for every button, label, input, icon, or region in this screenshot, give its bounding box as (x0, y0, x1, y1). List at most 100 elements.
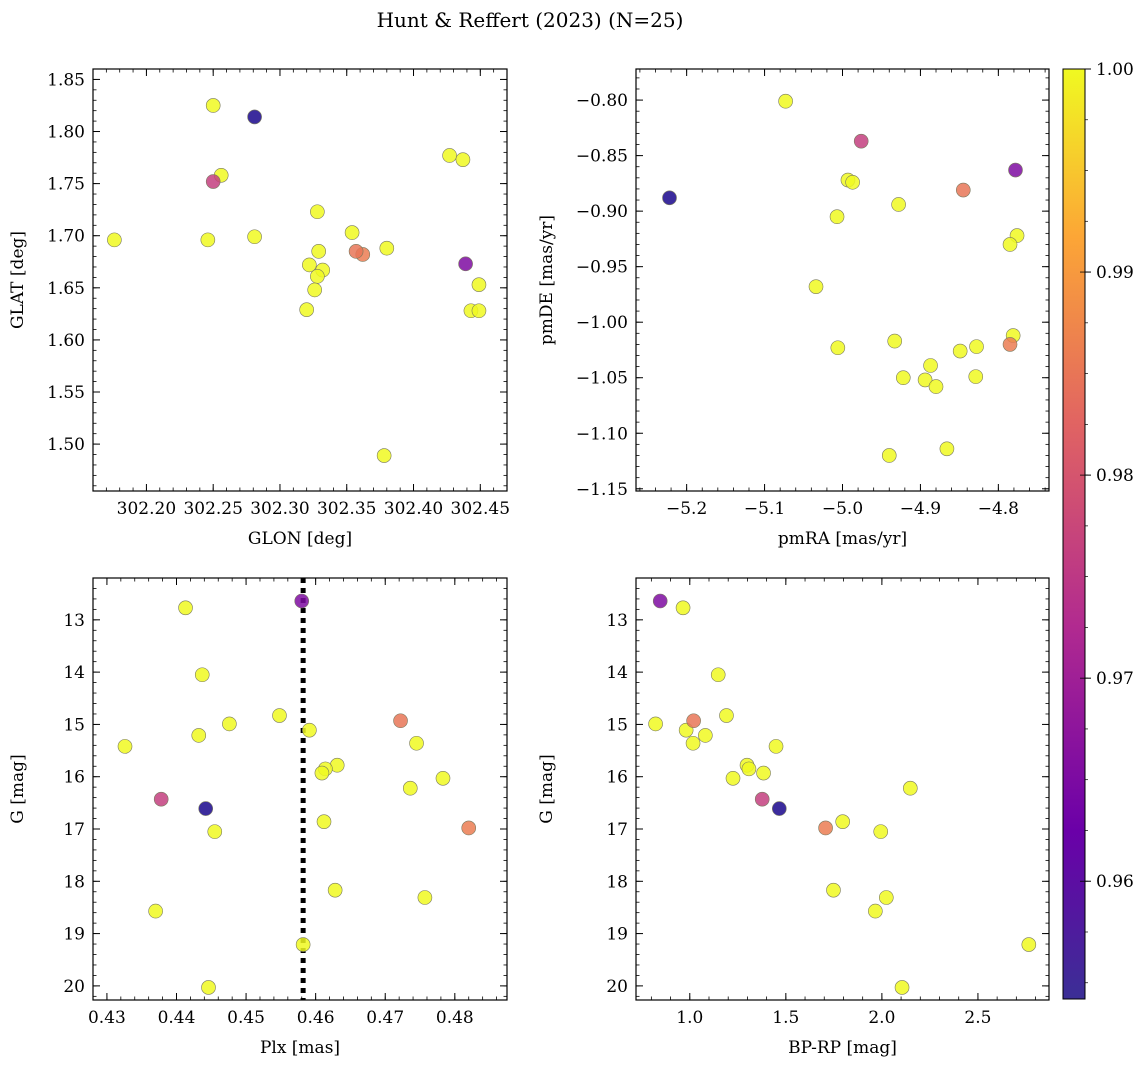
data-point (968, 369, 984, 384)
axes-frame (635, 577, 1050, 1001)
y-tick-label: −0.85 (576, 147, 628, 167)
axes-frame (92, 68, 508, 492)
data-point (939, 441, 955, 457)
data-point (818, 820, 833, 836)
data-point (835, 814, 850, 829)
y-tick-label: 16 (606, 768, 628, 788)
data-point (471, 277, 487, 292)
data-point (969, 339, 984, 354)
data-point (148, 903, 163, 919)
data-point (808, 279, 824, 294)
data-point (417, 890, 433, 905)
y-tick-label: 1.85 (47, 70, 85, 90)
data-point (178, 600, 193, 616)
data-point (294, 593, 310, 609)
y-tick-label: −1.15 (576, 480, 628, 500)
y-tick-label: 17 (63, 820, 85, 840)
data-point (903, 780, 918, 796)
y-tick-label: 20 (63, 977, 85, 997)
y-axis-label: pmDE [mas/yr] (537, 215, 557, 345)
data-point (201, 980, 216, 995)
y-tick-label: −0.80 (576, 91, 628, 111)
data-point (310, 204, 325, 220)
x-tick-label: −4.9 (900, 499, 941, 519)
data-point (409, 735, 424, 751)
data-point (881, 448, 897, 463)
data-point (955, 182, 971, 198)
axes-frame (635, 68, 1050, 492)
x-tick-label: 302.35 (317, 499, 376, 519)
data-point (117, 739, 133, 754)
data-point (768, 739, 784, 754)
colorbar-gradient (1062, 68, 1086, 1000)
data-point (772, 801, 787, 816)
y-tick-label: 13 (63, 611, 85, 631)
y-tick-label: 14 (63, 663, 85, 683)
data-point (247, 229, 262, 245)
colorbar-tick-label: 0.96 (1096, 872, 1134, 892)
y-tick-label: 1.70 (47, 227, 85, 247)
data-point (205, 174, 221, 189)
x-tick-label: 302.30 (250, 499, 309, 519)
data-point (868, 903, 883, 919)
x-tick-label: 0.43 (88, 1008, 126, 1028)
colorbar-tick-label: 0.98 (1096, 466, 1134, 486)
data-point (685, 735, 701, 751)
y-tick-label: 1.80 (47, 123, 85, 143)
data-point (205, 98, 221, 113)
data-point (1021, 937, 1037, 952)
data-point (894, 980, 910, 995)
data-point (778, 93, 793, 109)
x-tick-label: 302.25 (183, 499, 242, 519)
x-tick-label: −5.1 (744, 499, 785, 519)
data-point (311, 244, 326, 259)
colorbar: 0.96 0.97 0.98 0.99 1.00 (1062, 60, 1134, 1000)
data-point (302, 257, 317, 273)
data-point (295, 937, 311, 952)
data-point (314, 765, 330, 781)
data-point (393, 713, 408, 729)
data-point (686, 713, 701, 729)
data-point (207, 824, 223, 839)
data-point (461, 820, 477, 836)
data-point (307, 282, 322, 298)
y-tick-label: 20 (606, 977, 628, 997)
y-tick-label: 15 (63, 715, 85, 735)
data-point (873, 824, 889, 839)
figure-title: Hunt & Reffert (2023) (N=25) (377, 8, 684, 32)
data-point (200, 232, 216, 248)
data-point (853, 133, 869, 149)
x-tick-label: 0.48 (436, 1008, 474, 1028)
data-point (878, 890, 894, 905)
data-point (310, 269, 325, 284)
data-point (698, 728, 713, 743)
panel-3: 0.43 0.44 0.45 0.46 0.47 0.48 13 14 15 16 17 18 19 20… (8, 577, 508, 1058)
data-point (891, 197, 906, 212)
x-tick-label: 0.44 (158, 1008, 196, 1028)
y-tick-label: −1.05 (576, 369, 628, 389)
y-tick-label: 19 (606, 925, 628, 945)
data-point (194, 667, 210, 683)
data-point (830, 340, 846, 356)
data-point (344, 225, 360, 240)
y-tick-label: 17 (606, 820, 628, 840)
data-point (648, 716, 663, 732)
x-tick-label: −5.2 (666, 499, 707, 519)
data-point (222, 716, 237, 732)
x-tick-label: 0.47 (366, 1008, 404, 1028)
data-point (107, 232, 122, 248)
data-point (710, 667, 726, 683)
data-point (455, 152, 471, 167)
y-tick-label: 18 (606, 872, 628, 892)
y-tick-label: 1.60 (47, 331, 85, 351)
data-point (1002, 337, 1018, 352)
data-point (198, 801, 214, 816)
y-tick-label: −1.00 (576, 313, 628, 333)
data-point (756, 765, 771, 781)
y-tick-label: 1.75 (47, 175, 85, 195)
y-tick-label: 15 (606, 715, 628, 735)
data-point (829, 209, 845, 224)
data-point (1002, 237, 1018, 252)
colorbar-tick-label: 1.00 (1096, 60, 1134, 80)
